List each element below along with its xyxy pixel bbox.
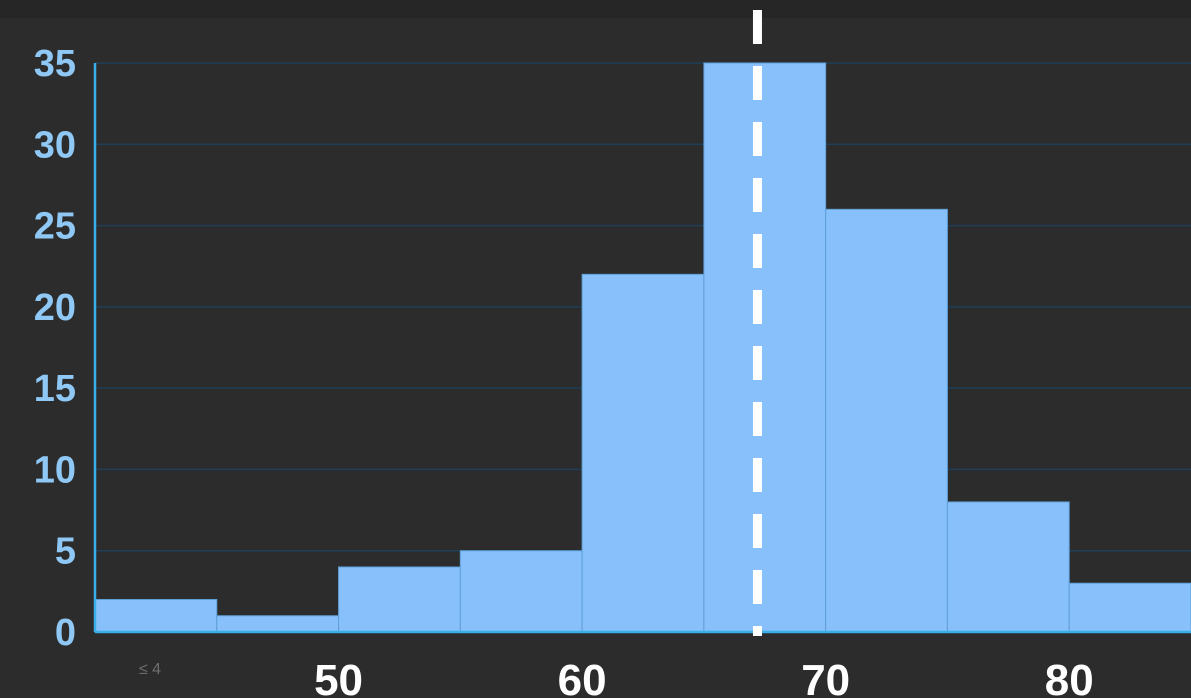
histogram-bar xyxy=(703,62,827,633)
axes xyxy=(93,63,1191,634)
histogram-bar xyxy=(825,208,948,633)
histogram-bar xyxy=(1068,582,1191,633)
histogram-bar xyxy=(946,501,1070,633)
y-tick-labels: 0 5 10 15 20 25 30 35 xyxy=(34,43,76,654)
y-tick-label: 35 xyxy=(34,43,76,85)
y-tick-label: 20 xyxy=(34,287,76,329)
y-tick-label: 10 xyxy=(34,449,76,491)
x-tick-labels: ≤ 4 50 60 70 80 xyxy=(139,656,1094,698)
x-tick-label: 80 xyxy=(1045,656,1094,698)
y-tick-label: 25 xyxy=(34,206,76,248)
histogram-bar xyxy=(581,273,705,633)
histogram-bar xyxy=(94,598,218,633)
x-tick-label: 70 xyxy=(801,656,850,698)
y-tick-label: 15 xyxy=(34,368,76,410)
y-tick-label: 30 xyxy=(34,124,76,166)
y-tick-label: 0 xyxy=(55,612,76,654)
histogram-bar xyxy=(216,615,340,633)
histogram-bar xyxy=(459,550,583,633)
bars xyxy=(94,62,1191,633)
x-tick-label: 50 xyxy=(314,656,363,698)
x-tick-label: ≤ 4 xyxy=(139,661,161,678)
histogram-bar xyxy=(338,566,461,633)
y-tick-label: 5 xyxy=(55,531,76,573)
x-tick-label: 60 xyxy=(558,656,607,698)
